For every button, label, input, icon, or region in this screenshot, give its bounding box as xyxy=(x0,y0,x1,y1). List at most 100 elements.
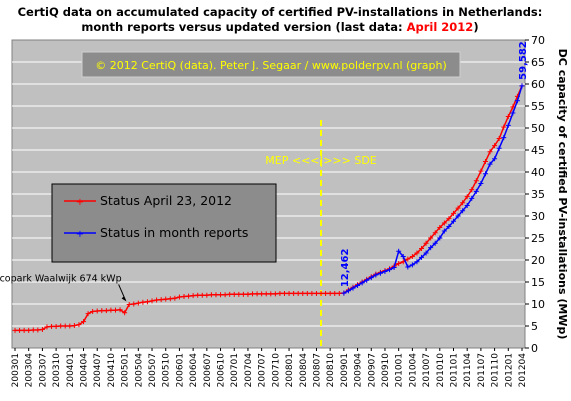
series-point-0 xyxy=(30,327,36,333)
series-point-0 xyxy=(94,308,100,314)
series-point-0 xyxy=(473,178,479,184)
x-tick-label: 200804 xyxy=(299,353,309,388)
series-point-1 xyxy=(409,262,415,268)
series-point-0 xyxy=(117,307,123,313)
series-point-1 xyxy=(501,135,507,141)
series-point-0 xyxy=(39,327,45,333)
legend-swatch-red-marker: + xyxy=(76,197,84,208)
series-point-0 xyxy=(172,295,178,301)
series-point-1 xyxy=(400,253,406,259)
series-point-0 xyxy=(135,300,141,306)
legend-label-red: Status April 23, 2012 xyxy=(100,193,232,208)
annotation-12462: 12,462 xyxy=(340,249,351,288)
y-tick-label: 45 xyxy=(531,144,545,157)
series-point-0 xyxy=(140,299,146,305)
legend-swatch-blue-marker: + xyxy=(76,229,84,240)
series-point-0 xyxy=(496,136,502,142)
series-point-1 xyxy=(514,98,520,104)
x-tick-label: 200601 xyxy=(175,353,185,387)
series-point-0 xyxy=(505,114,511,120)
series-point-0 xyxy=(419,246,425,252)
series-point-0 xyxy=(90,308,96,314)
y-tick-label: 20 xyxy=(531,254,545,267)
y-tick-label: 35 xyxy=(531,188,545,201)
series-point-0 xyxy=(181,294,187,300)
legend xyxy=(51,183,277,263)
series-point-0 xyxy=(263,291,269,297)
x-tick-label: 200710 xyxy=(271,353,281,388)
credit-box xyxy=(81,51,461,78)
series-point-1 xyxy=(341,290,347,296)
series-point-0 xyxy=(272,291,278,297)
x-tick-label: 201101 xyxy=(449,353,459,387)
series-point-0 xyxy=(409,253,415,259)
x-tick-label: 200707 xyxy=(258,353,268,387)
series-point-0 xyxy=(103,308,109,314)
series-point-0 xyxy=(67,323,73,329)
annotation-59582: 59,582 xyxy=(518,41,529,80)
series-point-0 xyxy=(332,290,338,296)
series-point-0 xyxy=(428,235,434,241)
series-point-0 xyxy=(17,327,23,333)
series-point-1 xyxy=(428,245,434,251)
x-tick-label: 200407 xyxy=(93,353,103,387)
series-point-0 xyxy=(432,230,438,236)
x-tick-label: 200701 xyxy=(230,353,240,387)
y-axis-ticks: 0 5 10 15 20 25 30 35 40 45 50 55 60 65 70 xyxy=(525,34,545,355)
series-point-0 xyxy=(478,168,484,174)
series-point-1 xyxy=(382,268,388,274)
annotation-arrow xyxy=(118,284,127,301)
series-point-0 xyxy=(231,291,237,297)
series-point-0 xyxy=(469,187,475,193)
x-tick-label: 201107 xyxy=(477,353,487,387)
series-point-1 xyxy=(377,270,383,276)
series-point-0 xyxy=(487,149,493,155)
y-tick-label: 55 xyxy=(531,100,545,113)
series-point-0 xyxy=(423,240,429,246)
series-point-1 xyxy=(441,228,447,234)
x-tick-label: 201007 xyxy=(422,353,432,387)
series-point-0 xyxy=(26,327,32,333)
x-tick-label: 201204 xyxy=(518,353,528,388)
x-tick-label: 201201 xyxy=(504,353,514,387)
series-point-0 xyxy=(250,291,256,297)
series-point-0 xyxy=(259,291,265,297)
x-tick-label: 201001 xyxy=(395,353,405,387)
divider-label: MEP <<<|>>> SDE xyxy=(265,154,377,167)
series-point-0 xyxy=(304,290,310,296)
series-point-0 xyxy=(12,327,18,333)
x-tick-label: 200410 xyxy=(107,353,117,388)
series-point-1 xyxy=(345,288,351,294)
series-point-0 xyxy=(85,311,91,317)
series-line-1 xyxy=(343,85,523,294)
series-point-1 xyxy=(359,280,365,286)
series-point-1 xyxy=(455,213,461,219)
series-point-0 xyxy=(204,292,210,298)
x-tick-label: 201004 xyxy=(408,353,418,388)
series-point-0 xyxy=(218,292,224,298)
series-point-0 xyxy=(323,290,329,296)
y-tick-label: 10 xyxy=(531,298,545,311)
y-tick-label: 30 xyxy=(531,210,545,223)
series-point-0 xyxy=(414,250,420,256)
y-tick-label: 40 xyxy=(531,166,545,179)
series-point-0 xyxy=(441,220,447,226)
x-axis-ticks: 200301 200304 200307 200310 200401 200404 2004… xyxy=(11,348,528,387)
series-point-0 xyxy=(195,292,201,298)
annotations: Ecopark Waalwijk 674 kWp 12,462 59,582 xyxy=(0,41,529,302)
series-point-0 xyxy=(286,290,292,296)
x-tick-label: 201010 xyxy=(436,353,446,388)
x-tick-label: 200610 xyxy=(217,353,227,388)
chart-title-highlight: April 2012 xyxy=(407,20,474,34)
series-point-1 xyxy=(368,275,374,281)
series-point-0 xyxy=(108,307,114,313)
series-point-1 xyxy=(482,171,488,177)
series-point-0 xyxy=(327,290,333,296)
series-point-0 xyxy=(208,292,214,298)
series-point-0 xyxy=(492,143,498,149)
series-point-0 xyxy=(313,290,319,296)
series-point-0 xyxy=(190,293,196,299)
y-tick-label: 70 xyxy=(531,34,545,47)
series-point-1 xyxy=(519,83,525,89)
chart-title-line1: CertiQ data on accumulated capacity of c… xyxy=(18,5,543,19)
